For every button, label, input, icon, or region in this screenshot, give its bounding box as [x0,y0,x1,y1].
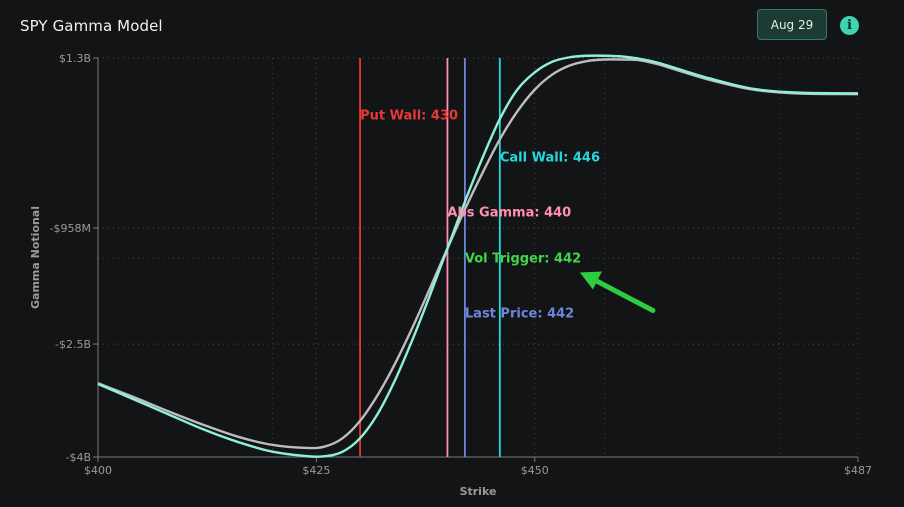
y-axis-title: Gamma Notional [29,206,42,309]
vline-label: Put Wall: 430 [360,108,458,123]
y-tick-label: -$2.5B [55,338,91,351]
y-tick-label: -$4B [65,451,91,464]
series-line-1 [97,58,859,450]
x-tick-label: $487 [844,464,872,477]
y-tick-label: -$958M [50,222,91,235]
annotation-arrow-head [579,271,602,290]
vline-label: Last Price: 442 [465,306,574,321]
series-line-0 [97,54,859,459]
x-tick-label: $425 [302,464,330,477]
vline-label: Abs Gamma: 440 [447,206,571,221]
x-axis-title: Strike [460,485,497,498]
info-icon[interactable]: i [840,16,859,35]
annotation-label: Vol Trigger: 442 [465,252,581,267]
annotation-arrow [589,276,656,313]
x-tick-label: $450 [521,464,549,477]
x-tick-label: $400 [84,464,112,477]
date-button[interactable]: Aug 29 [757,9,827,40]
y-tick-label: $1.3B [59,52,91,65]
page-title: SPY Gamma Model [20,17,163,35]
vline-label: Call Wall: 446 [500,151,600,166]
